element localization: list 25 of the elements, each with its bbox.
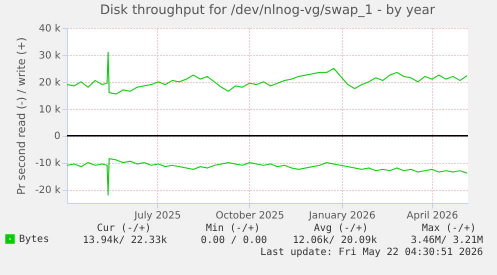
line-series (66, 52, 468, 94)
y-tick-label: -20 k (35, 185, 61, 196)
x-tick-label: July 2025 (133, 210, 182, 222)
y-tick-label: 40 k (38, 24, 61, 34)
x-tick-label: January 2026 (308, 210, 376, 222)
y-tick-label: 10 k (38, 104, 61, 116)
legend-label: Bytes (19, 234, 50, 245)
x-tick-label: October 2025 (216, 210, 284, 222)
y-tick-label: 20 k (38, 77, 61, 88)
y-tick-label: 0 (54, 131, 60, 142)
text: 12.06k/ 20.09k (292, 235, 377, 246)
chart-title: Disk throughput for /dev/nlnog-vg/swap_1 - by year (100, 3, 436, 18)
text: 0.00 / 0.00 (200, 235, 267, 246)
text: Cur (-/+) (96, 223, 151, 234)
line-series (66, 158, 468, 196)
y-tick-label: 30 k (38, 50, 61, 62)
text: Max (-/+) (422, 223, 476, 234)
text: 3.46M/ 3.21M (410, 235, 483, 246)
y-axis-title: Pr second read (-) / write (+) (15, 37, 28, 195)
text: Min (-/+) (206, 223, 260, 234)
x-tick-label: April 2026 (406, 210, 458, 222)
text: Avg (-/+) (314, 223, 368, 234)
y-tick-label: -10 k (35, 158, 61, 170)
text: 13.94k/ 22.33k (82, 235, 167, 246)
text: Last update: Fri May 22 04:30:51 2026 (260, 247, 483, 258)
